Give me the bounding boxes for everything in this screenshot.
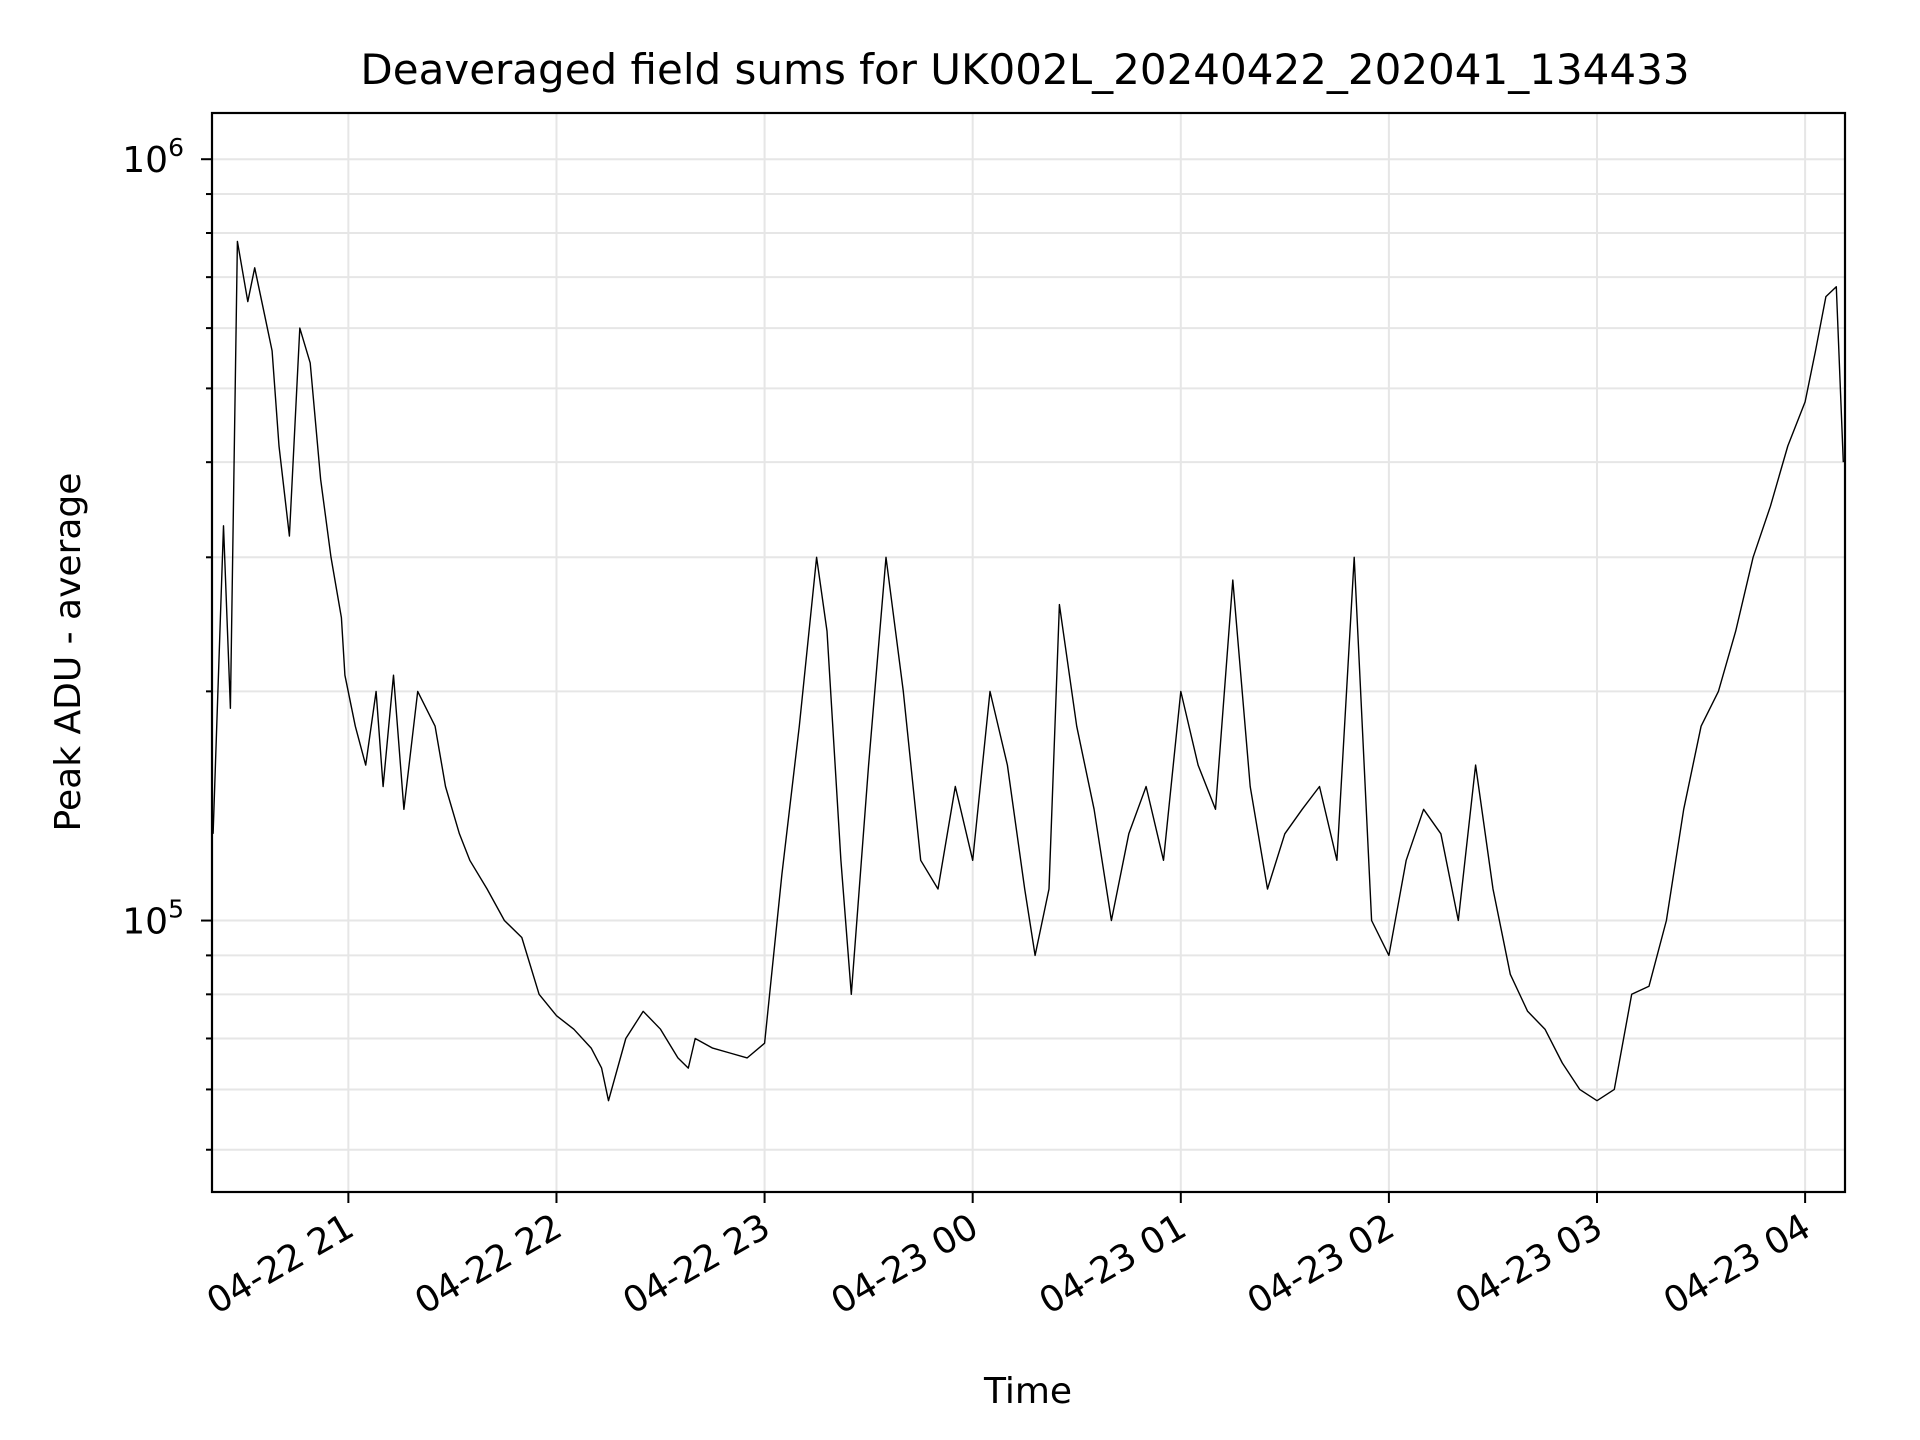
- x-axis-label: Time: [983, 1371, 1072, 1412]
- y-axis-label: Peak ADU - average: [48, 473, 89, 832]
- series-line: [212, 240, 1844, 1102]
- y-tick-label: 105: [122, 895, 184, 943]
- grid-layer: [212, 113, 1845, 1192]
- tick-layer: [201, 158, 1807, 1203]
- chart-title: Deaveraged field sums for UK002L_2024042…: [360, 45, 1689, 94]
- plot-frame: [210, 111, 1847, 1194]
- y-tick-label: 106: [122, 133, 184, 181]
